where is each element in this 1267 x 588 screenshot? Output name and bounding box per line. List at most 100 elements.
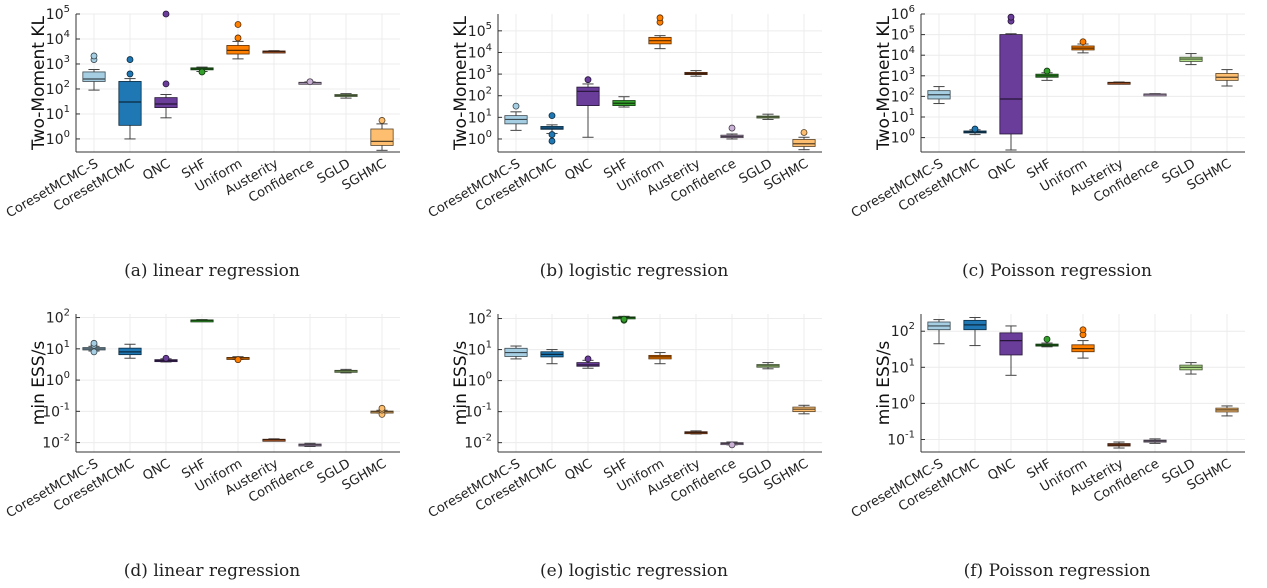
box-sghmc	[792, 129, 816, 151]
box-shf	[612, 315, 636, 324]
outlier-point	[162, 354, 170, 362]
box-sghmc	[1215, 69, 1239, 87]
outlier-point	[620, 315, 628, 323]
y-tick-label: 100	[468, 371, 492, 390]
outlier-point	[234, 34, 242, 42]
box-shf	[612, 96, 636, 108]
outlier-point	[198, 68, 206, 76]
y-tick-label: 104	[891, 45, 915, 64]
box-iqr	[370, 128, 394, 146]
box-iqr	[226, 45, 250, 55]
y-tick-label: 102	[468, 86, 492, 105]
x-tick-label: QNC	[985, 456, 1018, 484]
y-tick-label: 100	[891, 128, 915, 147]
box-shf	[1035, 67, 1059, 81]
box-sgld	[756, 362, 780, 370]
y-tick-label: 100	[46, 370, 70, 389]
outlier-point	[162, 10, 170, 18]
box-uniform	[648, 14, 672, 50]
box-confidence	[1143, 438, 1167, 444]
y-tick-label: 101	[468, 107, 492, 126]
outlier-point	[1007, 13, 1015, 21]
outlier-point	[306, 78, 314, 86]
box-confidence	[298, 78, 322, 86]
box-coresetmcmc	[963, 125, 987, 136]
y-tick-label: 10-2	[42, 433, 70, 452]
box-sgld	[756, 113, 780, 120]
y-tick-label: 104	[46, 29, 70, 48]
box-sghmc	[370, 117, 394, 151]
x-tick-label: QNC	[140, 156, 173, 184]
box-uniform	[1071, 326, 1095, 359]
grid	[498, 14, 822, 152]
box-austerity	[262, 438, 286, 442]
box-confidence	[720, 441, 744, 449]
box-coresetmcmc-s	[82, 52, 106, 91]
box-qnc	[576, 355, 600, 369]
y-tick-label: 106	[891, 4, 915, 23]
outlier-point	[548, 137, 556, 145]
y-tick-label: 101	[891, 107, 915, 126]
y-axis-label: min ESS/s	[451, 341, 471, 426]
grid	[498, 314, 822, 452]
box-coresetmcmc-s	[927, 86, 951, 105]
y-tick-label: 101	[891, 357, 915, 376]
y-axis-label: Two-Moment KL	[451, 16, 471, 151]
box-sghmc	[370, 404, 394, 418]
box-uniform	[226, 356, 250, 364]
box-coresetmcmc	[540, 349, 564, 365]
box-austerity	[684, 430, 708, 435]
y-axis-label: Two-Moment KL	[29, 16, 49, 151]
box-coresetmcmc-s	[504, 345, 528, 360]
box-uniform	[226, 21, 250, 60]
box-coresetmcmc	[963, 316, 987, 347]
outlier-point	[728, 441, 736, 449]
box-qnc	[154, 10, 178, 119]
box-qnc	[999, 13, 1023, 151]
grid	[76, 314, 400, 452]
outlier-point	[90, 52, 98, 60]
box-confidence	[720, 124, 744, 140]
outlier-point	[656, 14, 664, 22]
outlier-point	[1079, 38, 1087, 46]
box-iqr	[792, 139, 816, 147]
outlier-point	[584, 355, 592, 363]
box-sgld	[334, 368, 358, 374]
outlier-point	[90, 348, 98, 356]
caption-b: (b) logistic regression	[539, 261, 729, 281]
caption-a: (a) linear regression	[124, 261, 300, 281]
outlier-point	[584, 76, 592, 84]
box-confidence	[298, 442, 322, 447]
box-confidence	[1143, 93, 1167, 97]
outlier-point	[1043, 335, 1051, 343]
y-tick-label: 103	[468, 64, 492, 83]
box-iqr	[118, 81, 142, 126]
box-coresetmcmc-s	[82, 339, 106, 356]
y-tick-label: 101	[468, 340, 492, 359]
outlier-point	[162, 80, 170, 88]
box-coresetmcmc	[540, 112, 564, 145]
y-axis-label: Two-Moment KL	[874, 16, 894, 151]
y-tick-label: 100	[46, 129, 70, 148]
y-tick-label: 102	[891, 86, 915, 105]
box-austerity	[262, 50, 286, 54]
outlier-point	[728, 124, 736, 132]
y-tick-label: 105	[468, 21, 492, 40]
y-tick-label: 101	[46, 104, 70, 123]
x-tick-label: QNC	[140, 456, 173, 484]
box-coresetmcmc	[118, 56, 142, 140]
y-tick-label: 105	[46, 4, 70, 23]
box-sghmc	[792, 404, 816, 415]
box-sgld	[1179, 362, 1203, 375]
y-tick-label: 103	[891, 66, 915, 85]
outlier-point	[800, 129, 808, 136]
y-tick-label: 10-1	[887, 429, 915, 448]
outlier-point	[126, 70, 134, 78]
box-iqr	[82, 71, 106, 82]
outlier-point	[234, 21, 242, 28]
y-tick-label: 102	[46, 308, 70, 327]
